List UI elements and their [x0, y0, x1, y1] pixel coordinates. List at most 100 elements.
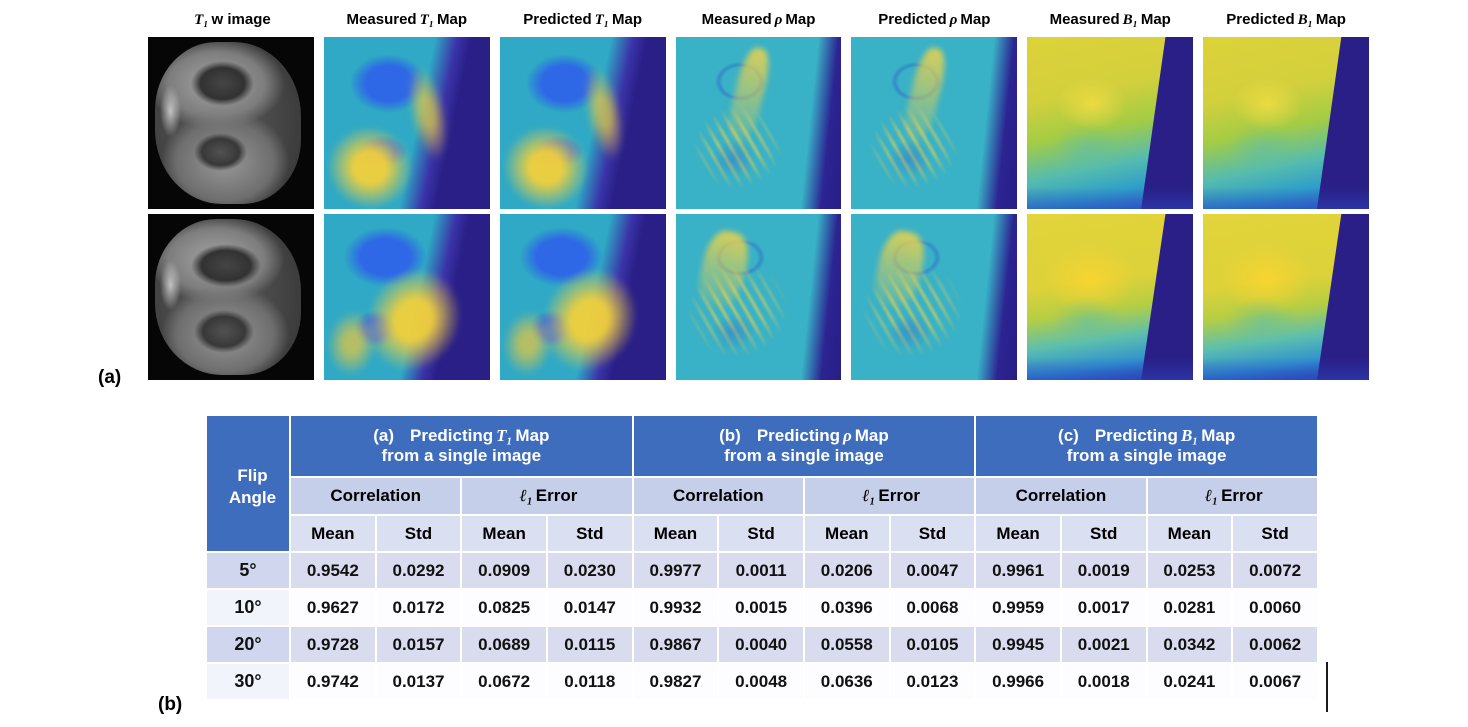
mri-image-predicted-rho-row2	[851, 214, 1018, 380]
table-cell: 0.0147	[545, 588, 634, 627]
column-header-t1w: T₁ w image	[194, 11, 271, 28]
mri-image-predicted-b1-row2	[1203, 214, 1369, 380]
group-header-predicting-t1: (a) Predicting T₁ Map from a single image	[289, 414, 634, 478]
table-cell: 0.0067	[1231, 662, 1319, 701]
subfigure-label-b: (b)	[158, 694, 183, 715]
subheader-correlation-b: Correlation	[631, 476, 805, 516]
stat-header-mean: Mean	[460, 514, 548, 553]
flip-angle-value: 5°	[205, 551, 291, 590]
stray-vertical-mark	[1326, 662, 1328, 712]
table-cell: 0.0062	[1231, 625, 1319, 664]
column-header-measured-b1: Measured B₁ Map	[1049, 11, 1171, 28]
group-header-predicting-rho: (b) Predicting ρ Map from a single image	[631, 414, 977, 478]
stat-header-std: Std	[545, 514, 634, 553]
stat-header-std: Std	[717, 514, 805, 553]
mri-image-measured-rho-row1	[675, 37, 842, 209]
table-cell: 0.0206	[802, 551, 891, 590]
table-cell: 0.0137	[374, 662, 463, 701]
stat-header-mean: Mean	[631, 514, 720, 553]
table-cell: 0.0018	[1059, 662, 1148, 701]
column-header-predicted-t1: Predicted T₁ Map	[523, 11, 643, 28]
subheader-l1-error-a: ℓ₁ Error	[460, 476, 634, 516]
table-cell: 0.0015	[717, 588, 805, 627]
table-cell: 0.0011	[717, 551, 805, 590]
table-cell: 0.0017	[1059, 588, 1148, 627]
mri-image-predicted-rho-row1	[851, 37, 1018, 209]
mri-image-t1w-row2	[148, 214, 314, 380]
table-cell: 0.0281	[1145, 588, 1234, 627]
stat-header-std: Std	[374, 514, 463, 553]
table-cell: 0.0825	[460, 588, 548, 627]
column-header-predicted-rho: Predicted ρ Map	[878, 11, 991, 28]
subheader-correlation-a: Correlation	[288, 476, 463, 516]
column-header-measured-t1: Measured T₁ Map	[346, 11, 467, 28]
table-cell: 0.0118	[545, 662, 634, 701]
table-cell: 0.0072	[1231, 551, 1319, 590]
table-cell: 0.0636	[802, 662, 891, 701]
mri-image-predicted-t1-row1	[499, 37, 666, 209]
table-row-10deg: 10° 0.9627 0.0172 0.0825 0.0147 0.9932 0…	[205, 588, 1319, 627]
table-cell: 0.0558	[802, 625, 891, 664]
table-row-30deg: 30° 0.9742 0.0137 0.0672 0.0118 0.9827 0…	[205, 662, 1319, 701]
table-row-5deg: 5° 0.9542 0.0292 0.0909 0.0230 0.9977 0.…	[205, 551, 1319, 590]
table-cell: 0.9627	[289, 588, 377, 627]
table-cell: 0.0047	[888, 551, 977, 590]
table-cell: 0.0241	[1145, 662, 1234, 701]
column-header-predicted-b1: Predicted B₁ Map	[1226, 11, 1346, 28]
table-cell: 0.9867	[631, 625, 720, 664]
table-cell: 0.9728	[289, 625, 377, 664]
column-header-measured-rho: Measured ρ Map	[701, 11, 816, 28]
table-cell: 0.0253	[1145, 551, 1234, 590]
table-cell: 0.0048	[717, 662, 805, 701]
mri-image-measured-t1-row1	[323, 37, 490, 209]
flip-angle-header: Flip Angle	[205, 414, 291, 553]
stat-header-mean: Mean	[1145, 514, 1234, 553]
table-cell: 0.0019	[1059, 551, 1148, 590]
mri-image-measured-b1-row2	[1027, 214, 1194, 380]
stat-header-mean: Mean	[974, 514, 1062, 553]
table-cell: 0.9945	[974, 625, 1062, 664]
stat-header-mean: Mean	[802, 514, 891, 553]
table-cell: 0.9961	[974, 551, 1062, 590]
table-cell: 0.0021	[1059, 625, 1148, 664]
subheader-l1-error-c: ℓ₁ Error	[1145, 476, 1320, 516]
results-table: Flip Angle (a) Predicting T₁ Map from a sin…	[205, 414, 1320, 701]
table-cell: 0.9827	[631, 662, 720, 701]
table-cell: 0.0292	[374, 551, 463, 590]
mri-image-t1w-row1	[148, 37, 314, 209]
table-cell: 0.0689	[460, 625, 548, 664]
stat-header-mean: Mean	[289, 514, 377, 553]
table-cell: 0.9977	[631, 551, 720, 590]
table-cell: 0.0342	[1145, 625, 1234, 664]
flip-angle-value: 30°	[205, 662, 291, 701]
table-cell: 0.9542	[289, 551, 377, 590]
table-cell: 0.0672	[460, 662, 548, 701]
subfigure-label-a: (a)	[98, 367, 122, 388]
table-cell: 0.0060	[1231, 588, 1319, 627]
table-cell: 0.9742	[289, 662, 377, 701]
stat-header-std: Std	[1059, 514, 1148, 553]
figure-panel-a: T₁ w image Measured T₁ Map Predicted T₁ Map M…	[148, 8, 1369, 380]
table-cell: 0.0040	[717, 625, 805, 664]
table-cell: 0.0123	[888, 662, 977, 701]
flip-angle-value: 20°	[205, 625, 291, 664]
subheader-correlation-c: Correlation	[974, 476, 1148, 516]
table-row-20deg: 20° 0.9728 0.0157 0.0689 0.0115 0.9867 0…	[205, 625, 1319, 664]
table-cell: 0.0115	[545, 625, 634, 664]
group-header-predicting-b1: (c) Predicting B₁ Map from a single image	[974, 414, 1319, 478]
table-cell: 0.9932	[631, 588, 720, 627]
mri-image-measured-b1-row1	[1027, 37, 1194, 209]
table-cell: 0.0068	[888, 588, 977, 627]
mri-image-measured-rho-row2	[675, 214, 842, 380]
stat-header-std: Std	[888, 514, 977, 553]
table-cell: 0.0157	[374, 625, 463, 664]
mri-image-measured-t1-row2	[323, 214, 490, 380]
table-cell: 0.0230	[545, 551, 634, 590]
table-cell: 0.9966	[974, 662, 1062, 701]
stat-header-std: Std	[1231, 514, 1319, 553]
mri-image-predicted-b1-row1	[1203, 37, 1369, 209]
flip-angle-value: 10°	[205, 588, 291, 627]
table-cell: 0.0105	[888, 625, 977, 664]
subheader-l1-error-b: ℓ₁ Error	[802, 476, 977, 516]
